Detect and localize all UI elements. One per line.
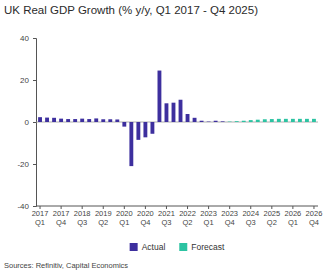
- x-tick-label: 2019Q2: [95, 209, 112, 226]
- bar: [136, 122, 140, 140]
- bar: [284, 119, 288, 122]
- x-tick: 2020Q1: [116, 206, 133, 227]
- bars: [38, 71, 316, 167]
- chart: UK Real GDP Growth (% y/y, Q1 2017 - Q4 …: [0, 0, 325, 273]
- x-tick: 2026Q4: [306, 206, 323, 227]
- bar: [228, 121, 232, 122]
- x-tick: 2019Q2: [95, 206, 112, 227]
- bar: [101, 119, 105, 122]
- y-tick: -20: [17, 160, 36, 169]
- legend-label: Forecast: [191, 242, 225, 252]
- x-axis-line: [36, 206, 318, 207]
- bar: [80, 119, 84, 122]
- bar: [200, 121, 204, 122]
- bar: [59, 119, 63, 122]
- x-tick: 2020Q4: [137, 206, 154, 227]
- bar: [115, 119, 119, 122]
- y-axis: -40 -20 0 20 40: [17, 34, 36, 211]
- x-tick: 2025Q2: [263, 206, 280, 227]
- x-tick-label: 2018Q3: [74, 209, 91, 226]
- y-tick-mark: [33, 80, 36, 81]
- y-axis-line: [33, 39, 37, 207]
- y-tick-mark: [33, 122, 36, 123]
- y-tick: 20: [20, 76, 36, 85]
- x-tick-label: 2017Q1: [32, 209, 49, 226]
- bar: [242, 121, 246, 122]
- x-tick-label: 2026Q1: [285, 209, 302, 226]
- y-tick: 40: [20, 34, 36, 43]
- y-tick-label: -20: [17, 160, 29, 169]
- bar: [52, 118, 56, 122]
- bar: [87, 119, 91, 122]
- bar: [291, 119, 295, 122]
- x-tick-label: 2020Q4: [137, 209, 154, 226]
- x-tick: 2022Q2: [179, 206, 196, 227]
- y-tick-label: 40: [20, 34, 29, 43]
- bar: [298, 119, 302, 122]
- bar: [143, 122, 147, 137]
- bar: [66, 119, 70, 122]
- bar: [305, 119, 309, 122]
- x-tick: 2026Q1: [285, 206, 302, 227]
- x-tick-label: 2025Q2: [263, 209, 280, 226]
- y-tick-mark: [33, 206, 36, 207]
- bar: [150, 122, 154, 134]
- bar: [221, 121, 225, 123]
- bar: [73, 119, 77, 122]
- bar: [186, 114, 190, 122]
- x-tick: 2023Q4: [221, 206, 238, 227]
- y-tick-label: 20: [20, 76, 29, 85]
- x-tick-label: 2023Q4: [221, 209, 238, 226]
- bar: [108, 119, 112, 122]
- legend-item: Forecast: [179, 242, 225, 252]
- bar: [249, 120, 253, 122]
- y-tick-mark: [33, 38, 36, 39]
- legend-item: Actual: [130, 242, 166, 252]
- x-tick: 2023Q1: [200, 206, 217, 227]
- bar: [172, 103, 176, 122]
- bar: [38, 117, 42, 122]
- y-tick: 0: [25, 118, 36, 127]
- title: UK Real GDP Growth (% y/y, Q1 2017 - Q4 …: [4, 4, 258, 16]
- legend-label: Actual: [142, 242, 166, 252]
- bar: [263, 119, 267, 122]
- y-tick-label: -40: [17, 202, 29, 211]
- x-tick: 2017Q1: [32, 206, 49, 227]
- bar: [312, 119, 316, 122]
- x-tick: 2024Q3: [242, 206, 259, 227]
- y-tick-mark: [33, 164, 36, 165]
- x-axis: 2017Q12017Q42018Q32019Q22020Q12020Q42021…: [32, 206, 323, 227]
- bar: [256, 120, 260, 122]
- bar: [129, 122, 133, 166]
- x-tick-label: 2020Q1: [116, 209, 133, 226]
- source: Sources: Refinitiv, Capital Economics: [4, 261, 128, 270]
- bar: [207, 121, 211, 122]
- zero-line: [36, 122, 318, 123]
- x-tick-label: 2017Q4: [53, 209, 70, 226]
- x-tick: 2017Q4: [53, 206, 70, 227]
- bar: [270, 119, 274, 122]
- x-tick-label: 2026Q4: [306, 209, 323, 226]
- bar: [193, 118, 197, 122]
- bar: [165, 103, 169, 122]
- legend: Actual Forecast: [130, 242, 225, 252]
- bar: [94, 118, 98, 122]
- bar: [45, 118, 49, 122]
- bar: [122, 122, 126, 127]
- x-tick: 2018Q3: [74, 206, 91, 227]
- bar: [235, 121, 239, 123]
- x-tick-label: 2022Q2: [179, 209, 196, 226]
- legend-swatch: [130, 243, 138, 251]
- bar: [277, 119, 281, 122]
- x-tick: 2021Q3: [158, 206, 175, 227]
- bar: [214, 121, 218, 122]
- bar: [158, 71, 162, 122]
- x-tick-label: 2021Q3: [158, 209, 175, 226]
- x-tick-label: 2024Q3: [242, 209, 259, 226]
- x-tick-label: 2023Q1: [200, 209, 217, 226]
- bar: [179, 100, 183, 122]
- legend-swatch: [179, 243, 187, 251]
- y-tick-label: 0: [25, 118, 30, 127]
